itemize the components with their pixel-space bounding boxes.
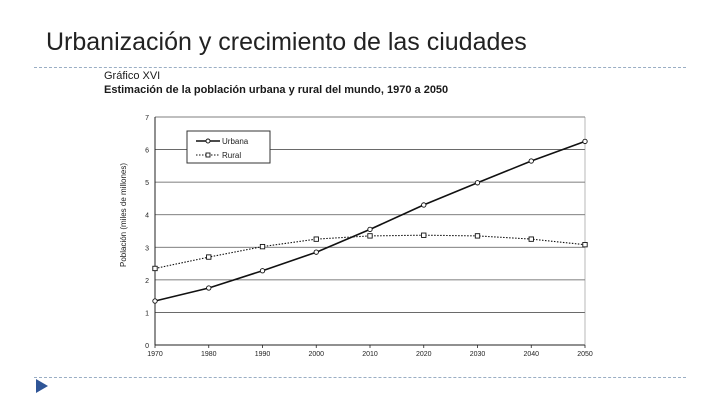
y-tick-label-6: 6 — [145, 148, 149, 155]
data-point-urbana-2050 — [582, 138, 588, 145]
chart-legend: Urbana Rural — [186, 130, 271, 164]
legend-marker-rural — [205, 152, 211, 158]
data-point-urbana-1990 — [259, 268, 266, 274]
data-point-rural-2040 — [528, 236, 534, 242]
data-point-urbana-2000 — [313, 249, 319, 255]
chart-heading: Gráfico XVI Estimación de la población u… — [104, 70, 448, 97]
title-divider — [34, 67, 686, 68]
slide-title: Urbanización y crecimiento de las ciudad… — [46, 28, 527, 56]
x-tick-label-1980: 1980 — [201, 351, 217, 358]
data-point-rural-2020 — [421, 232, 427, 238]
data-point-urbana-1980 — [206, 285, 212, 291]
legend-label-urbana: Urbana — [222, 137, 249, 146]
bullet-arrow-icon — [36, 379, 48, 393]
y-tick-label-5: 5 — [145, 180, 149, 187]
data-point-urbana-2040 — [528, 158, 534, 164]
data-point-urbana-2030 — [474, 180, 481, 186]
data-point-rural-2050 — [582, 242, 588, 248]
footer-divider — [34, 377, 686, 378]
y-tick-label-2: 2 — [145, 278, 149, 285]
data-point-rural-1970 — [152, 265, 158, 272]
chart-kicker: Gráfico XVI — [104, 70, 161, 82]
legend-marker-urbana — [205, 138, 211, 144]
legend-label-rural: Rural — [222, 151, 241, 160]
y-tick-label-7: 7 — [145, 115, 149, 122]
x-tick-label-2020: 2020 — [416, 351, 432, 358]
y-axis-title: Población (miles de millones) — [119, 163, 128, 267]
data-point-rural-1980 — [206, 254, 212, 260]
y-tick-label-4: 4 — [145, 213, 149, 220]
legend-box — [186, 130, 271, 164]
series-line-rural — [154, 234, 586, 270]
data-point-rural-2030 — [474, 233, 481, 239]
chart-title: Estimación de la población urbana y rura… — [104, 84, 449, 96]
x-tick-label-2010: 2010 — [362, 351, 378, 358]
data-point-urbana-1970 — [152, 298, 158, 304]
data-point-rural-2010 — [367, 233, 373, 239]
x-tick-label-1970: 1970 — [147, 351, 163, 358]
y-tick-label-0: 0 — [145, 343, 149, 350]
data-point-rural-2000 — [313, 236, 319, 242]
x-tick-label-2040: 2040 — [523, 351, 539, 358]
series-line-urbana — [154, 140, 586, 302]
x-tick-label-2030: 2030 — [470, 351, 486, 358]
x-tick-label-2050: 2050 — [577, 351, 593, 358]
data-point-rural-1990 — [259, 243, 266, 250]
x-tick-label-2000: 2000 — [308, 351, 324, 358]
y-tick-label-1: 1 — [145, 310, 149, 317]
x-tick-label-1990: 1990 — [255, 351, 271, 358]
y-tick-label-3: 3 — [145, 245, 149, 252]
data-point-urbana-2020 — [421, 202, 427, 208]
data-point-urbana-2010 — [367, 226, 373, 233]
